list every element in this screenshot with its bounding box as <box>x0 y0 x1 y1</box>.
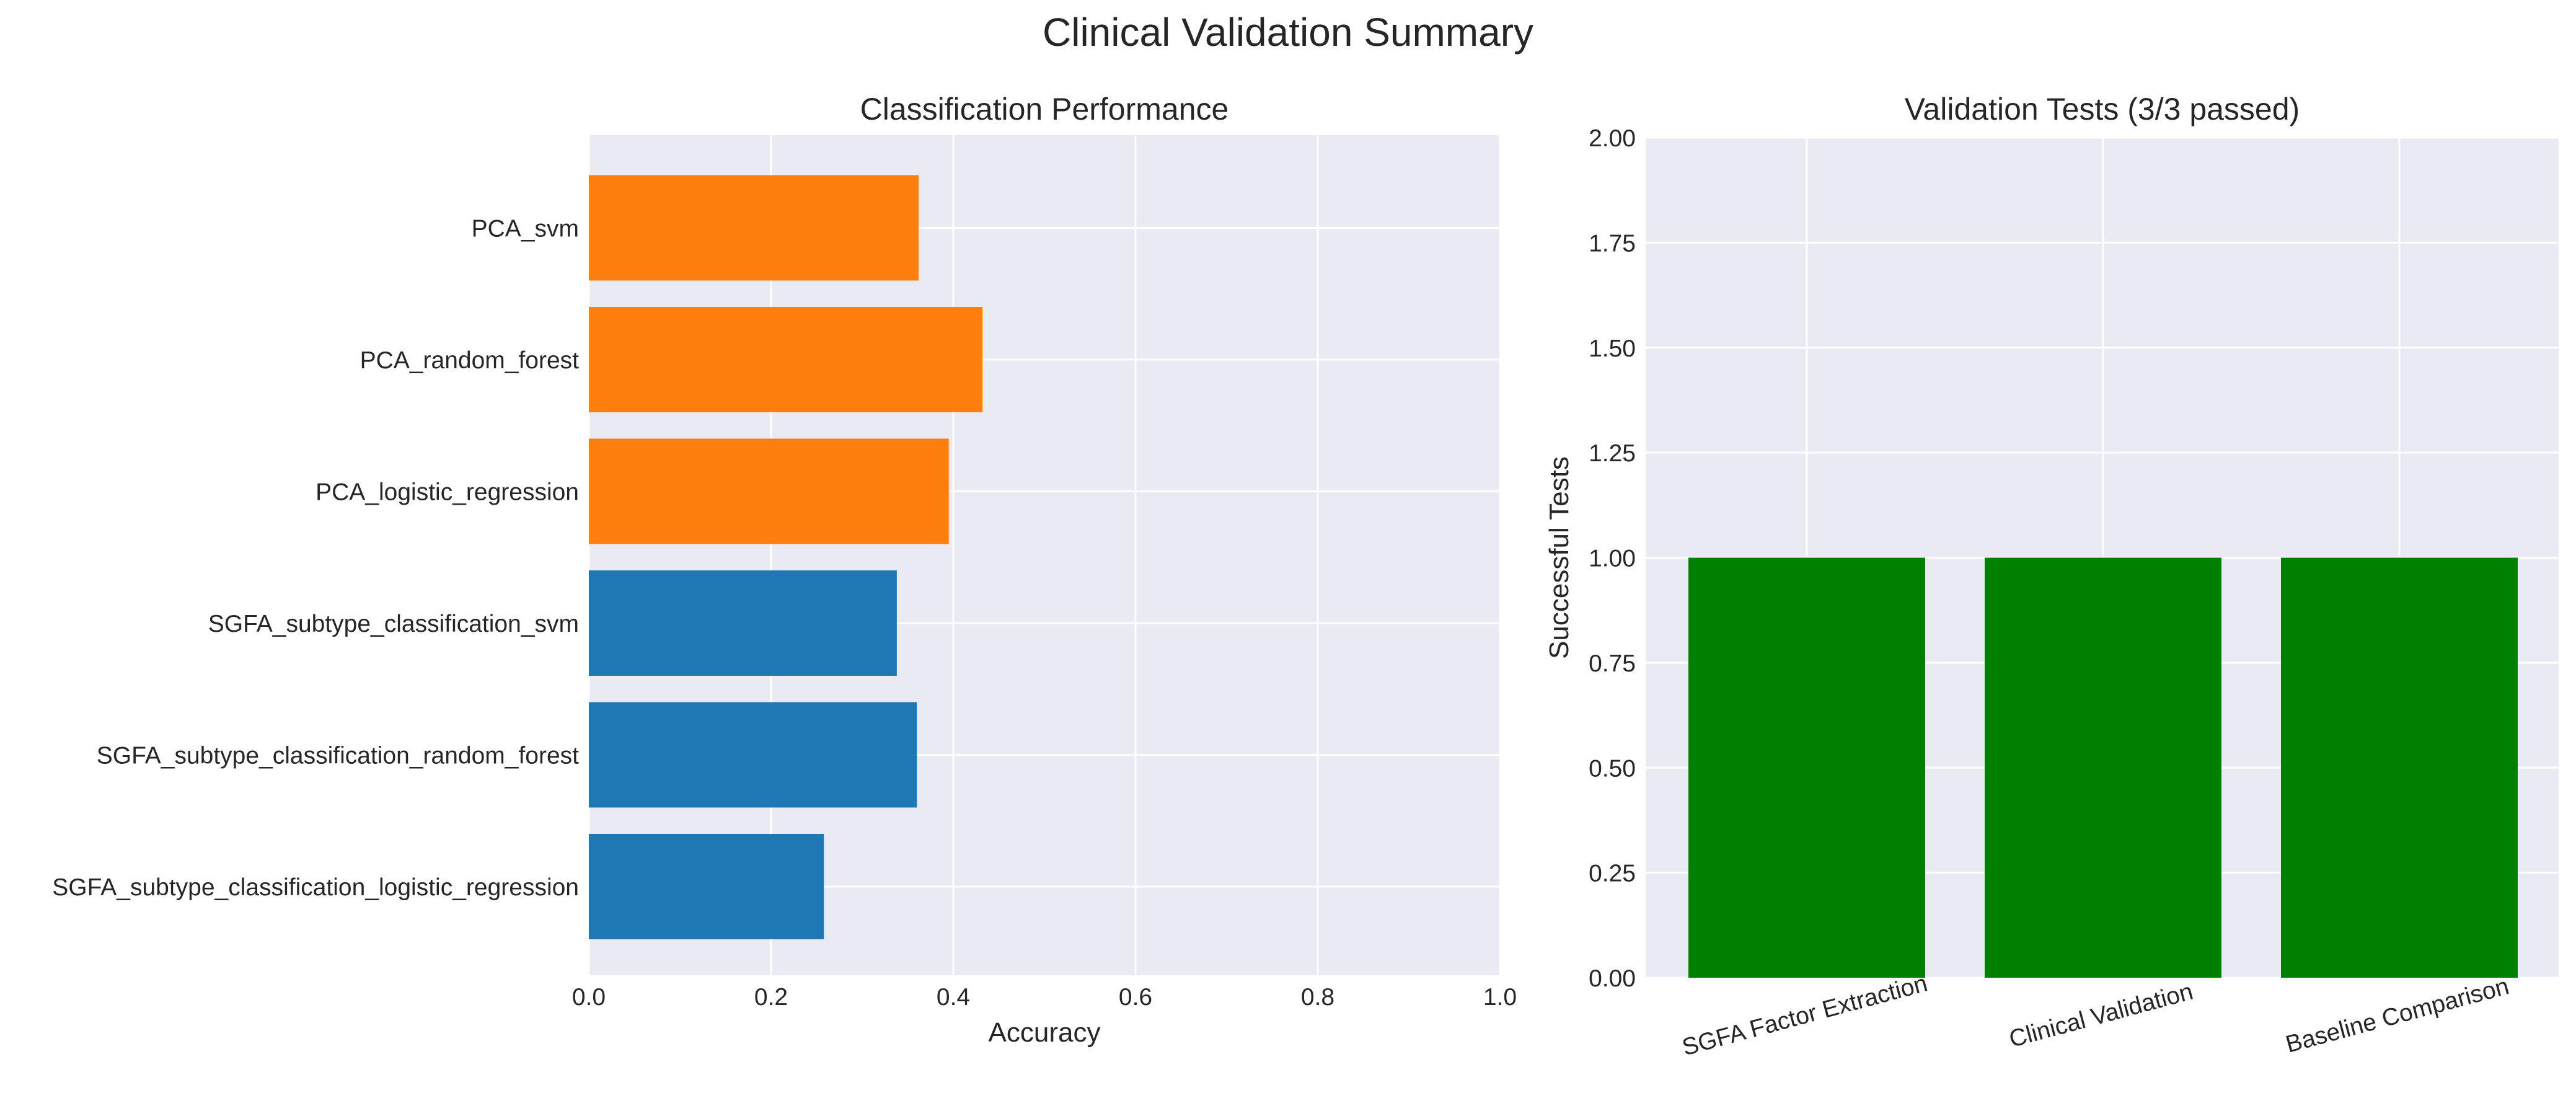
y-tick-label: 1.50 <box>1589 335 1636 362</box>
x-tick-label: 0.6 <box>1119 984 1152 1011</box>
bar <box>589 438 949 544</box>
x-tick-label: 0.4 <box>937 984 970 1011</box>
y-tick-label: PCA_logistic_regression <box>315 479 579 506</box>
y-tick-label: PCA_random_forest <box>360 347 580 374</box>
bar <box>589 307 983 412</box>
y-tick-label: SGFA_subtype_classification_svm <box>208 611 579 637</box>
y-tick-label: 2.00 <box>1589 125 1636 152</box>
x-tick-label: 0.8 <box>1301 984 1334 1011</box>
x-tick-label: 0.0 <box>572 984 606 1011</box>
bar <box>1688 557 1925 978</box>
validation-tests-chart: Validation Tests (3/3 passed) 0.00 0.25 0.5… <box>1544 92 2559 1061</box>
y-tick-label: 1.00 <box>1589 546 1636 572</box>
y-tick-label: SGFA_subtype_classification_random_fores… <box>97 743 579 769</box>
bar <box>589 175 919 281</box>
x-tick-label: 0.2 <box>754 984 788 1011</box>
y-tick-label: 1.75 <box>1589 230 1636 257</box>
x-tick-label: Baseline Comparison <box>2283 973 2512 1058</box>
y-tick-label: 0.25 <box>1589 861 1636 887</box>
figure-title: Clinical Validation Summary <box>1043 10 1533 55</box>
bar <box>589 570 897 676</box>
y-tick-label: 0.75 <box>1589 650 1636 677</box>
bar <box>2281 557 2518 978</box>
bar <box>589 834 824 939</box>
classification-performance-chart: Classification Performance SGFA_subtype_c… <box>52 92 1517 1048</box>
y-tick-label: 0.50 <box>1589 755 1636 782</box>
y-tick-label: PCA_svm <box>472 216 579 242</box>
chart-title: Validation Tests (3/3 passed) <box>1905 92 2300 126</box>
y-tick-label: SGFA_subtype_classification_logistic_reg… <box>52 874 579 901</box>
x-tick-label: 1.0 <box>1483 984 1517 1011</box>
x-tick-label: Clinical Validation <box>2006 978 2196 1053</box>
bar <box>589 702 917 808</box>
x-axis-label: Accuracy <box>989 1017 1101 1048</box>
x-tick-label: SGFA Factor Extraction <box>1679 970 1930 1061</box>
bar <box>1985 557 2221 978</box>
chart-title: Classification Performance <box>860 92 1229 126</box>
y-tick-label: 0.00 <box>1589 965 1636 992</box>
y-tick-label: 1.25 <box>1589 440 1636 467</box>
y-axis-label: Successful Tests <box>1544 456 1574 659</box>
